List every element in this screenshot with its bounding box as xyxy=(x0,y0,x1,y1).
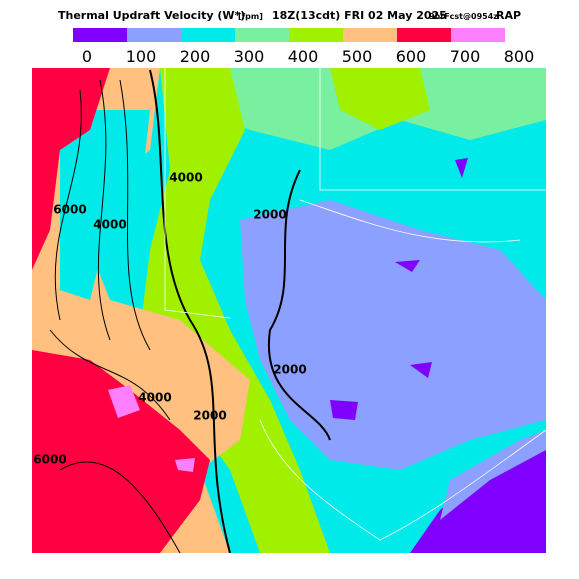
title: Thermal Updraft Velocity (W*) xyxy=(58,9,245,22)
legend-label: 500 xyxy=(342,47,373,66)
contour-label: 6000 xyxy=(33,453,66,467)
field-region xyxy=(32,350,210,553)
contour-label: 6000 xyxy=(53,203,86,217)
legend-swatch xyxy=(73,28,127,42)
field-region xyxy=(32,68,110,270)
legend-label: 600 xyxy=(396,47,427,66)
contour xyxy=(49,79,181,553)
field-region xyxy=(108,385,140,418)
contour xyxy=(149,69,231,553)
contour-label: 2000 xyxy=(253,208,286,222)
legend-label: 100 xyxy=(126,47,157,66)
map: 6000 4000 4000 2000 2000 4000 2000 6000 xyxy=(32,68,546,553)
legend-swatch xyxy=(343,28,397,42)
legend-label: 700 xyxy=(450,47,481,66)
legend-swatch xyxy=(235,28,289,42)
valid-time: 18Z(13cdt) FRI 02 May 2025 xyxy=(272,9,447,22)
legend-label: 0 xyxy=(82,47,92,66)
contour xyxy=(267,169,331,441)
contour-label: 4000 xyxy=(169,171,202,185)
boundary xyxy=(164,68,546,541)
field-region xyxy=(140,68,330,553)
legend-swatch xyxy=(181,28,235,42)
field-region xyxy=(330,68,430,130)
legend-swatch xyxy=(397,28,451,42)
legend-label: 200 xyxy=(180,47,211,66)
field-region xyxy=(330,400,358,420)
field-region xyxy=(240,200,546,470)
contour-label: 4000 xyxy=(138,391,171,405)
field-region xyxy=(395,158,468,378)
legend-swatch xyxy=(451,28,505,42)
color-legend: 0 100 200 300 400 500 600 700 800 xyxy=(73,28,534,66)
contour-label: 4000 xyxy=(93,218,126,232)
legend-label: 400 xyxy=(288,47,319,66)
field-region xyxy=(175,458,195,472)
model: RAP xyxy=(496,9,521,22)
units: [fpm] xyxy=(238,12,263,21)
contour-label: 2000 xyxy=(273,363,306,377)
field-region xyxy=(410,440,546,553)
contour-label: 2000 xyxy=(193,409,226,423)
legend-swatch xyxy=(127,28,181,42)
legend-label: 300 xyxy=(234,47,265,66)
legend-swatch xyxy=(289,28,343,42)
field-region xyxy=(440,430,546,520)
forecast: 9hrFcst@0954z xyxy=(429,12,498,21)
legend-label: 800 xyxy=(504,47,535,66)
